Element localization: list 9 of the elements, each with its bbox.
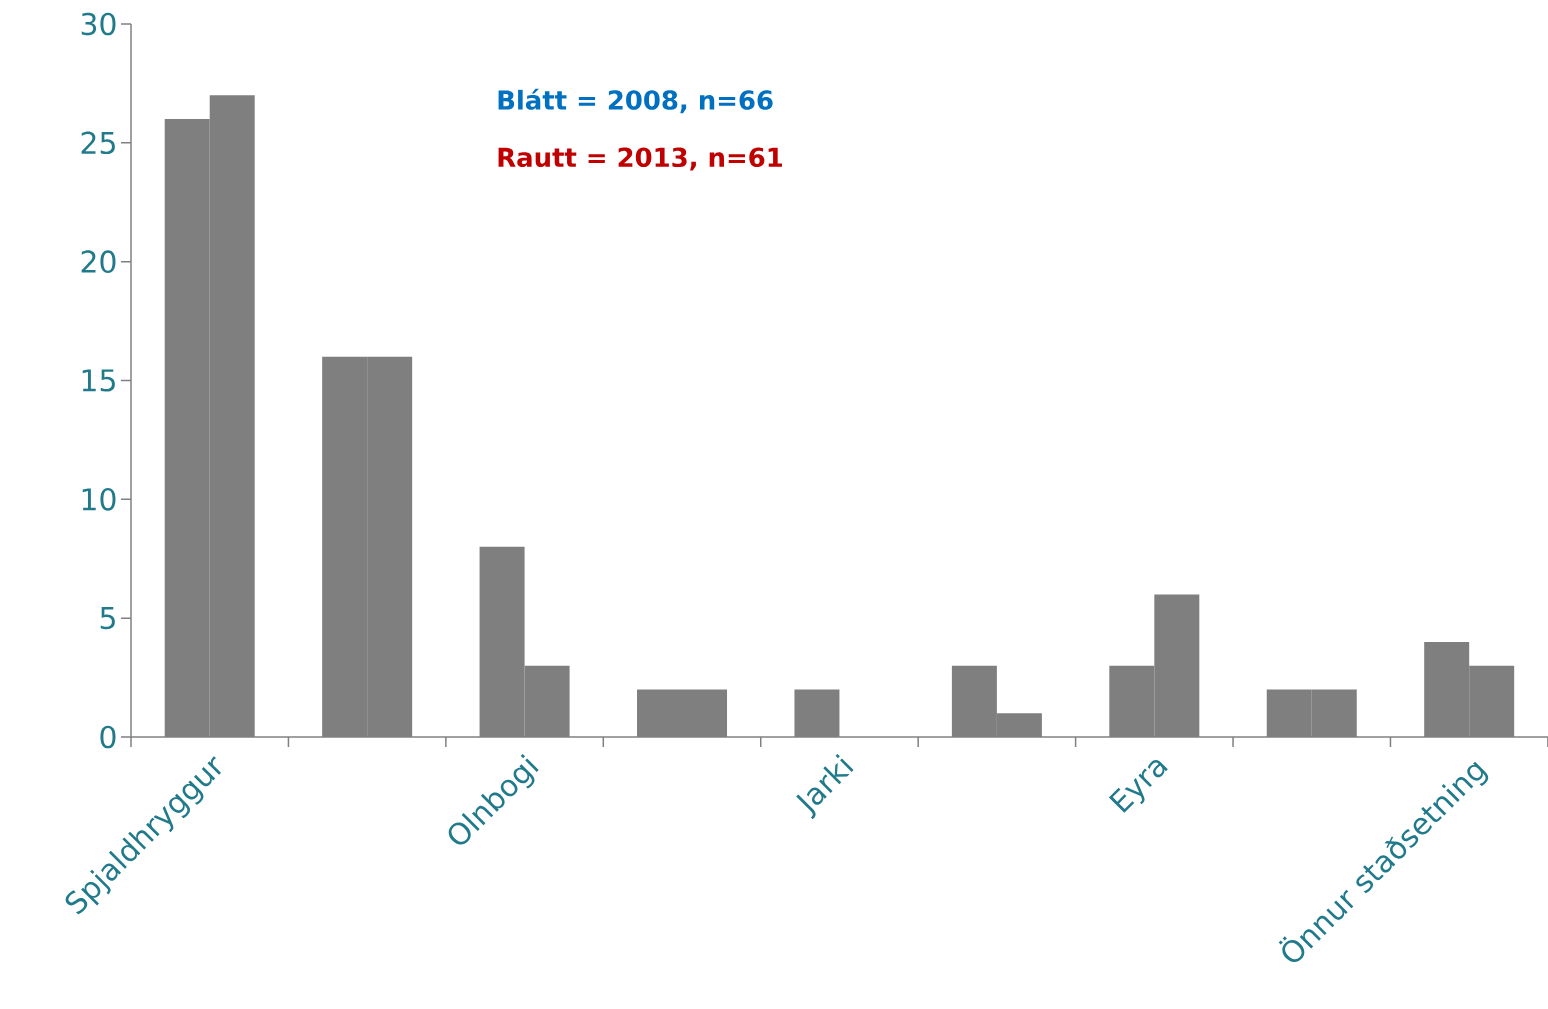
y-tick-label: 0	[100, 725, 116, 749]
annotation: Blátt = 2008, n=66	[498, 88, 773, 114]
y-tick-label: 30	[81, 12, 116, 36]
y-tick-label: 20	[81, 250, 116, 273]
y-tick-label: 5	[100, 607, 115, 630]
y-tick-label: 10	[82, 488, 116, 511]
y-tick-label: 25	[81, 131, 115, 155]
y-tick-label: 15	[82, 369, 115, 392]
annotation: Rautt = 2013, n=61	[498, 147, 782, 171]
